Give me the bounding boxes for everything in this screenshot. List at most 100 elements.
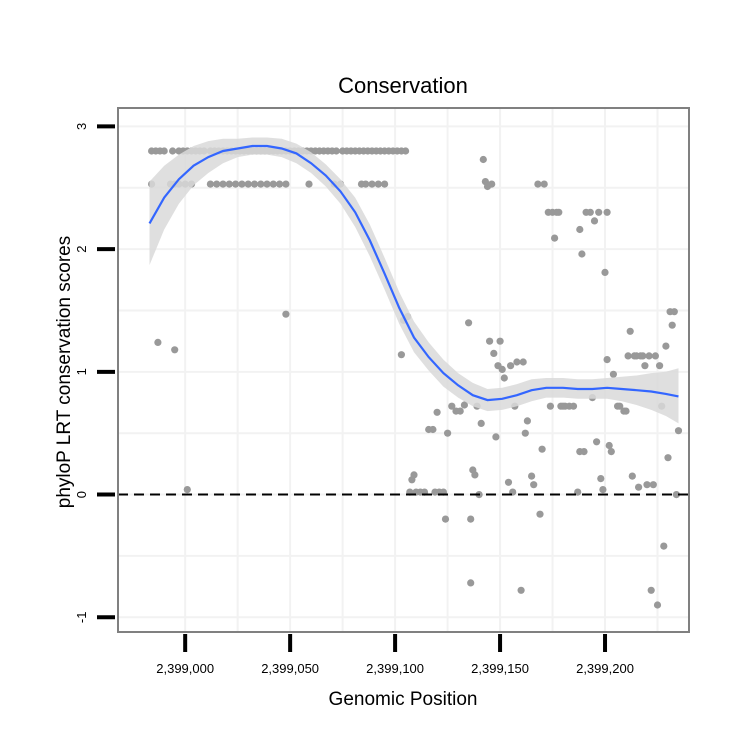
data-point	[540, 180, 548, 188]
data-point	[213, 180, 221, 188]
data-point	[160, 147, 168, 155]
data-point	[519, 358, 527, 366]
data-point	[660, 542, 668, 550]
data-point	[603, 208, 611, 216]
data-point	[219, 180, 227, 188]
data-point	[488, 180, 496, 188]
data-point	[448, 402, 456, 410]
data-point	[456, 407, 464, 415]
chart-title: Conservation	[338, 73, 468, 98]
data-point	[368, 180, 376, 188]
data-point	[282, 310, 290, 318]
x-tick-label: 2,399,000	[156, 661, 214, 676]
y-tick-label: 0	[74, 491, 89, 498]
data-point	[651, 352, 660, 360]
data-point	[649, 481, 657, 489]
y-tick-label: 2	[74, 245, 89, 252]
data-point	[628, 472, 636, 480]
data-point	[465, 319, 473, 327]
confidence-band	[149, 137, 679, 424]
data-point	[576, 225, 584, 234]
x-tick-label: 2,399,150	[471, 661, 529, 676]
data-point	[641, 362, 649, 370]
data-point	[429, 425, 437, 434]
data-point	[496, 337, 504, 345]
data-point	[674, 427, 683, 435]
data-point	[381, 180, 389, 188]
data-point	[206, 180, 214, 188]
data-point	[238, 180, 246, 188]
data-point	[616, 402, 624, 410]
data-point	[471, 471, 479, 479]
data-point	[626, 327, 634, 335]
data-point	[551, 234, 559, 242]
data-point	[232, 180, 240, 188]
loess-fit-line	[148, 144, 679, 402]
data-point	[477, 419, 485, 427]
data-point	[513, 358, 521, 366]
data-point	[276, 180, 284, 188]
data-point	[595, 208, 603, 216]
data-point	[580, 448, 588, 456]
x-tick-label: 2,399,050	[261, 661, 319, 676]
y-axis-title: phyloP LRT conservation scores	[54, 236, 75, 509]
data-point	[599, 486, 607, 494]
data-point	[569, 402, 578, 410]
data-point	[479, 155, 487, 164]
data-point	[171, 346, 179, 354]
data-point	[332, 147, 340, 155]
data-point	[397, 351, 405, 359]
data-point	[504, 478, 513, 486]
data-point	[486, 337, 494, 345]
panel-background	[118, 108, 689, 632]
data-point	[586, 208, 594, 216]
data-point	[374, 180, 382, 188]
data-point	[410, 471, 418, 479]
data-point	[441, 515, 450, 523]
data-point	[269, 180, 277, 188]
data-point	[169, 147, 177, 155]
data-point	[536, 510, 544, 518]
y-tick-label: -1	[74, 612, 89, 624]
data-point	[534, 180, 542, 188]
data-point	[662, 342, 670, 350]
data-point	[244, 180, 252, 188]
data-point	[305, 180, 313, 188]
data-point	[492, 433, 500, 441]
data-point	[603, 356, 611, 364]
data-point	[444, 429, 452, 437]
data-point	[263, 180, 271, 188]
data-point	[622, 407, 630, 415]
data-point	[507, 362, 515, 370]
data-point	[546, 402, 555, 410]
data-point	[498, 365, 506, 373]
data-point	[257, 180, 265, 188]
data-point	[362, 180, 370, 188]
data-point	[460, 401, 468, 409]
data-point	[500, 374, 508, 382]
data-point	[517, 586, 525, 594]
x-tick-label: 2,399,100	[366, 661, 424, 676]
data-point	[601, 268, 609, 276]
data-point	[250, 180, 259, 188]
data-point	[467, 579, 475, 587]
data-point	[433, 408, 441, 416]
plot-panel	[117, 107, 690, 633]
y-tick-label: 3	[74, 123, 89, 130]
data-point	[635, 483, 643, 491]
data-point	[670, 308, 678, 316]
data-point	[467, 515, 475, 523]
y-tick-label: 1	[74, 368, 89, 375]
data-point	[183, 486, 191, 494]
data-point	[225, 180, 233, 188]
data-point	[154, 338, 162, 346]
data-point	[555, 208, 563, 216]
data-point	[538, 445, 546, 453]
data-point	[523, 417, 532, 425]
data-point	[624, 352, 632, 360]
panel-border	[117, 107, 690, 633]
data-point	[605, 441, 613, 450]
data-point	[643, 481, 651, 489]
data-point	[607, 448, 615, 456]
